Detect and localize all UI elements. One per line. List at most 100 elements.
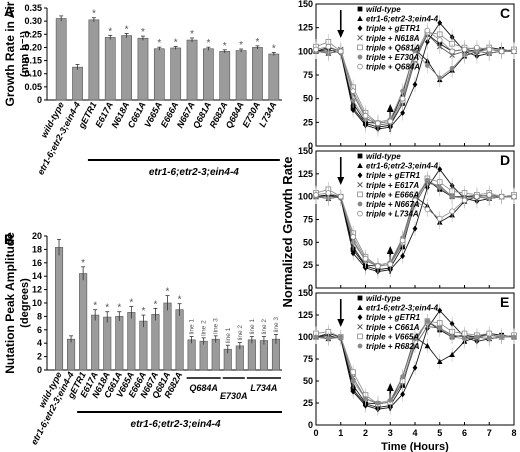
panel-letter-b: B [4,231,14,247]
data-point [400,253,406,260]
data-point [350,234,356,240]
significance-star: * [178,295,182,306]
bar [104,37,116,101]
data-point [325,190,332,196]
ethylene-off-arrow-head [386,246,394,254]
data-point [474,334,480,340]
data-point [375,400,381,406]
bar [103,316,112,371]
data-point [511,48,517,55]
legend-entry: etr1-6;etr2-3;ein4-4 [366,15,439,24]
data-point [424,177,430,183]
y-axis-unit: (mm h⁻¹) [19,31,31,77]
y-tick-label: 100 [298,192,313,202]
data-point [499,334,505,340]
y-tick-label: 50 [303,376,313,386]
bar [163,302,172,371]
x-tick-label: 4 [412,428,417,438]
x-tick-label: line 3 [213,318,220,334]
data-point [412,364,418,371]
data-point [412,197,418,204]
y-axis-label: Growth Rate in Air [3,1,17,106]
data-point [474,44,480,51]
y-tick-label: 125 [298,310,313,320]
bar [268,53,280,101]
x-tick-label: 1 [338,428,343,438]
bar [170,47,182,101]
y-tick-label: 18 [32,244,42,254]
ethylene-off-arrow-head [386,104,394,112]
significance-star: * [223,41,227,52]
bar [139,320,148,371]
data-point [461,197,468,204]
legend-entry: etr1-6;etr2-3;ein4-4 [366,304,439,313]
ethylene-off-arrow-head [386,383,394,391]
x-tick-label: line 2 [237,325,244,341]
legend-entry: triple + L734A [366,210,419,219]
panel-b: B 0 2 4 6 8 10 12 14 16 18 20 Nutation Peak Amplitud… [3,231,282,446]
y-tick-label: 75 [303,215,313,225]
subgroup-label: E730A [220,391,248,401]
data-point [313,192,319,198]
x-tick-label: 5 [437,428,442,438]
data-point [350,378,356,384]
bar [235,50,247,101]
ethylene-on-arrow-head [337,30,345,38]
data-point [437,325,443,331]
y-tick-label: 0.25 [24,29,42,39]
legend-entry: triple + N667A [366,200,420,209]
y-tick-label: 0 [308,283,313,293]
data-point [511,193,517,200]
panel-d: D 0 25 50 75 100 125 150 wild-typeetr1-6;etr2-3;… [298,146,517,293]
data-point [436,37,443,43]
bar [137,37,149,101]
legend-entry: triple + gETR1 [366,313,421,322]
bar [79,273,88,371]
data-point [437,19,443,26]
bar [252,47,263,101]
data-point [357,201,363,207]
significance-star: * [190,29,194,40]
panel-letter-e: E [500,294,509,310]
data-point [325,43,332,50]
significance-star: * [81,258,85,269]
y-tick-label: 0.10 [24,69,42,79]
y-tick-label: 150 [298,288,313,298]
data-point [357,162,363,168]
data-point [511,334,517,340]
y-tick-label: 0.20 [24,42,42,52]
data-point [449,320,455,327]
panel-letter-c: C [500,5,510,21]
data-point [486,336,492,342]
legend-entry: triple + Q684A [366,63,420,72]
y-tick-label: 0 [308,141,313,151]
data-point [357,35,363,41]
bar [259,340,268,371]
bar [211,338,220,371]
ethylene-on-arrow-head [337,319,345,327]
x-axis-label: Time (Hours) [381,441,449,452]
panel-a: A 0 0.05 0.10 0.15 0.20 0.25 0.30 0.35 Growth Rat… [3,1,282,178]
data-point [357,295,363,301]
data-point [338,334,344,340]
legend-entry: triple + gETR1 [366,24,421,33]
y-tick-label: 0 [308,420,313,430]
y-tick-label: 25 [303,260,313,270]
data-point [375,120,381,127]
y-tick-label: 2 [37,352,42,362]
bar [175,309,184,371]
legend-entry: wild-type [366,5,401,14]
y-axis-unit: (degrees) [19,278,31,328]
bar [219,51,231,101]
legend-entry: triple + gETR1 [366,171,421,180]
panel-letter-a: A [4,3,14,19]
data-point [362,112,369,119]
y-tick-label: 0 [37,95,42,105]
data-point [357,25,363,32]
data-point [498,193,505,200]
data-point [412,52,418,58]
data-point [357,172,363,179]
data-point [486,46,493,53]
data-point [357,210,363,217]
data-point [449,48,455,55]
